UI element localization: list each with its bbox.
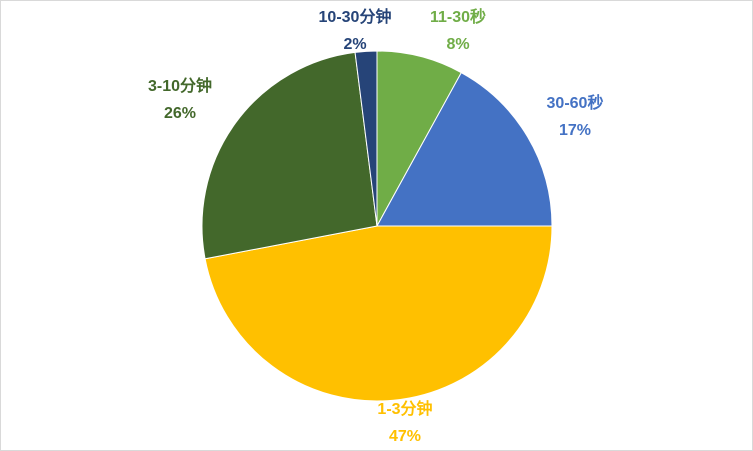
slice-value-label: 8% (446, 36, 469, 53)
slice-value-label: 47% (389, 428, 421, 445)
slice-category-label: 3-10分钟 (148, 76, 212, 95)
slice-category-label: 30-60秒 (547, 93, 604, 112)
slice-value-label: 17% (559, 122, 591, 139)
pie-slice (376, 71, 553, 227)
pie-slice (201, 51, 378, 260)
pie-slice (354, 50, 378, 227)
slice-category-label: 1-3分钟 (377, 399, 432, 418)
slice-category-label: 10-30分钟 (319, 7, 392, 26)
pie-slice (204, 225, 553, 402)
slice-value-label: 26% (164, 105, 196, 122)
slice-category-label: 11-30秒 (430, 7, 486, 26)
slice-value-label: 2% (343, 36, 366, 53)
